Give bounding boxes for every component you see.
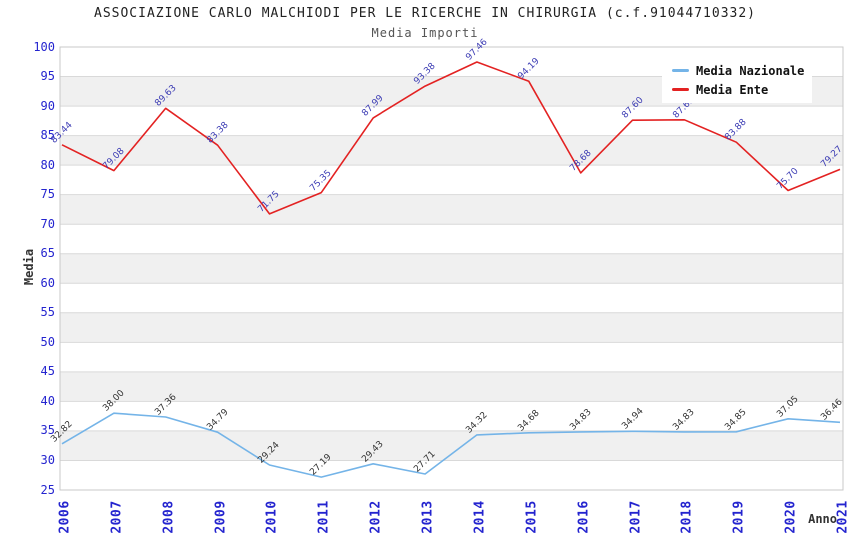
plot-border <box>59 46 844 491</box>
plot-band <box>60 401 843 431</box>
plot-band <box>60 342 843 372</box>
x-axis-title: Anno <box>808 512 837 526</box>
y-tick-label: 75 <box>40 187 55 202</box>
y-tick-label: 55 <box>40 305 55 320</box>
x-tick-label: 2014 <box>472 500 488 534</box>
plot-band <box>60 135 843 166</box>
x-tick-label: 2008 <box>161 500 177 534</box>
chart-title: ASSOCIAZIONE CARLO MALCHIODI PER LE RICE… <box>94 6 756 21</box>
y-tick-label: 100 <box>33 39 55 54</box>
plot-band <box>60 312 843 343</box>
y-tick-label: 85 <box>40 128 55 143</box>
legend-swatch-icon <box>672 69 689 72</box>
y-tick-label: 45 <box>40 364 55 379</box>
x-tick-label: 2017 <box>628 500 644 534</box>
y-tick-label: 40 <box>40 393 55 408</box>
plot-band <box>60 283 843 313</box>
x-tick-label: 2011 <box>316 500 332 534</box>
x-tick-label: 2015 <box>524 500 540 534</box>
y-tick-label: 65 <box>40 246 55 261</box>
x-tick-label: 2021 <box>835 500 850 534</box>
plot-band <box>60 194 843 225</box>
y-tick-label: 90 <box>40 98 55 113</box>
chart-subtitle: Media Importi <box>371 26 479 40</box>
x-tick-label: 2009 <box>213 500 229 534</box>
plot-band <box>60 430 843 461</box>
series-line-media-ente <box>61 61 841 215</box>
x-tick-label: 2013 <box>420 500 436 534</box>
y-tick-label: 50 <box>40 334 55 349</box>
x-tick-label: 2018 <box>679 500 695 534</box>
legend-item-media-nazionale: Media Nazionale <box>662 61 812 80</box>
plot-band <box>60 253 843 284</box>
plot-band <box>60 165 843 195</box>
x-tick-label: 2007 <box>109 500 125 534</box>
y-tick-label: 25 <box>40 482 55 497</box>
legend-item-media-ente: Media Ente <box>662 80 812 99</box>
y-tick-label: 60 <box>40 275 55 290</box>
plot-band <box>60 224 843 254</box>
x-tick-label: 2006 <box>57 500 73 534</box>
y-tick-label: 30 <box>40 452 55 467</box>
series-line-media-nazionale <box>61 412 841 478</box>
legend: Media Nazionale Media Ente <box>662 58 812 103</box>
legend-swatch-icon <box>672 88 689 91</box>
y-tick-label: 80 <box>40 157 55 172</box>
legend-label: Media Ente <box>696 82 769 97</box>
y-axis-title: Media <box>22 248 36 286</box>
plot-band <box>60 371 843 402</box>
plot-band <box>60 460 843 490</box>
x-tick-label: 2010 <box>264 500 280 534</box>
x-tick-label: 2016 <box>576 500 592 534</box>
x-tick-label: 2019 <box>731 500 747 534</box>
y-tick-label: 95 <box>40 69 55 84</box>
y-tick-label: 70 <box>40 216 55 231</box>
x-tick-label: 2012 <box>368 500 384 534</box>
y-tick-label: 35 <box>40 423 55 438</box>
legend-label: Media Nazionale <box>696 63 805 78</box>
plot-band <box>60 106 843 136</box>
